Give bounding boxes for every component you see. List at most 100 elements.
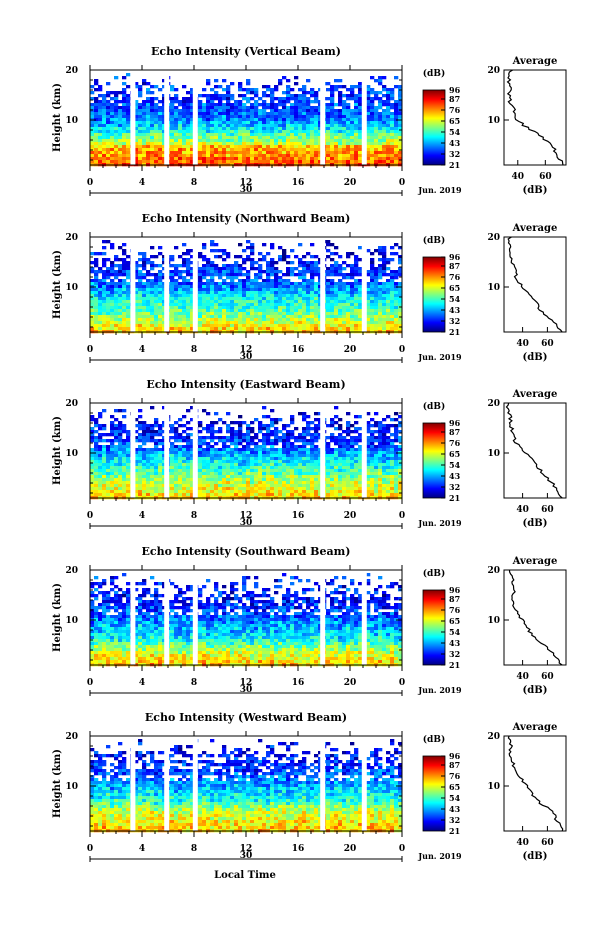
- heatmap-cell: [178, 303, 183, 307]
- heatmap-cell: [214, 285, 219, 289]
- heatmap-cell: [226, 151, 231, 155]
- heatmap-cell: [266, 133, 271, 137]
- heatmap-cell: [162, 312, 167, 316]
- heatmap-cell: [154, 448, 159, 452]
- heatmap-cell: [150, 85, 155, 89]
- heatmap-cell: [114, 127, 119, 131]
- heatmap-cell: [178, 270, 183, 274]
- heatmap-cell: [386, 103, 391, 107]
- heatmap-cell: [278, 148, 283, 152]
- heatmap-cell: [226, 294, 231, 298]
- heatmap-cell: [190, 124, 195, 128]
- heatmap-cell: [134, 448, 139, 452]
- heatmap-cell: [254, 306, 259, 310]
- heatmap-cell: [142, 100, 147, 104]
- heatmap-cell: [230, 300, 235, 304]
- heatmap-cell: [374, 273, 379, 277]
- heatmap-cell: [150, 475, 155, 479]
- heatmap-cell: [98, 324, 103, 328]
- heatmap-cell: [178, 288, 183, 292]
- heatmap-cell: [242, 258, 247, 262]
- heatmap-cell: [118, 303, 123, 307]
- heatmap-cell: [234, 145, 239, 149]
- heatmap-cell: [398, 154, 403, 158]
- heatmap-cell: [122, 475, 127, 479]
- heatmap-cell: [366, 327, 371, 331]
- heatmap-cell: [102, 154, 107, 158]
- heatmap-cell: [214, 430, 219, 434]
- heatmap-cell: [286, 142, 291, 146]
- heatmap-cell: [190, 127, 195, 131]
- heatmap-cell: [238, 469, 243, 473]
- heatmap-cell: [246, 106, 251, 110]
- heatmap-cell: [234, 297, 239, 301]
- heatmap-cell: [106, 109, 111, 113]
- heatmap-cell: [198, 288, 203, 292]
- heatmap-cell: [314, 121, 319, 125]
- heatmap-cell: [330, 109, 335, 113]
- data-gap: [164, 70, 170, 165]
- heatmap-cell: [218, 427, 223, 431]
- heatmap-cell: [270, 279, 275, 283]
- heatmap-cell: [186, 100, 191, 104]
- heatmap-cell: [338, 306, 343, 310]
- heatmap-cell: [122, 300, 127, 304]
- heatmap-cell: [94, 306, 99, 310]
- heatmap-cell: [178, 294, 183, 298]
- heatmap-cell: [150, 115, 155, 119]
- x-tick-label: 12: [240, 178, 253, 188]
- heatmap-cell: [314, 261, 319, 265]
- heatmap-cell: [346, 321, 351, 325]
- heatmap-cell: [90, 463, 95, 467]
- heatmap-cell: [214, 136, 219, 140]
- heatmap-cell: [138, 451, 143, 455]
- heatmap-cell: [134, 475, 139, 479]
- heatmap-cell: [190, 300, 195, 304]
- heatmap-cell: [146, 469, 151, 473]
- heatmap-cell: [266, 303, 271, 307]
- heatmap-cell: [286, 306, 291, 310]
- heatmap-cell: [242, 97, 247, 101]
- heatmap-cell: [198, 430, 203, 434]
- heatmap-cell: [214, 124, 219, 128]
- heatmap-cell: [106, 139, 111, 143]
- heatmap-cell: [202, 109, 207, 113]
- heatmap-cell: [214, 148, 219, 152]
- heatmap-cell: [374, 91, 379, 95]
- heatmap-cell: [226, 270, 231, 274]
- heatmap-cell: [398, 288, 403, 292]
- y-tick-label: 20: [65, 233, 78, 243]
- heatmap-cell: [354, 106, 359, 110]
- heatmap-cell: [298, 139, 303, 143]
- heatmap-cell: [234, 315, 239, 319]
- heatmap-cell: [218, 157, 223, 161]
- heatmap-cell: [278, 255, 283, 259]
- heatmap-cell: [222, 139, 227, 143]
- heatmap-cell: [206, 109, 211, 113]
- heatmap-cell: [390, 160, 395, 164]
- heatmap-cell: [390, 282, 395, 286]
- heatmap-cell: [206, 94, 211, 98]
- heatmap-cell: [126, 115, 131, 119]
- heatmap-cell: [294, 139, 299, 143]
- heatmap-cell: [298, 258, 303, 262]
- heatmap-cell: [94, 121, 99, 125]
- heatmap-cell: [238, 324, 243, 328]
- heatmap-cell: [234, 327, 239, 331]
- heatmap-cell: [314, 118, 319, 122]
- heatmap-cell: [138, 321, 143, 325]
- heatmap-cell: [186, 267, 191, 271]
- heatmap-cell: [342, 151, 347, 155]
- heatmap-cell: [182, 324, 187, 328]
- heatmap-cell: [302, 327, 307, 331]
- heatmap-cell: [266, 127, 271, 131]
- heatmap-cell: [162, 327, 167, 331]
- heatmap-cell: [142, 133, 147, 137]
- heatmap-cell: [150, 142, 155, 146]
- heatmap-cell: [358, 318, 363, 322]
- heatmap-cell: [210, 261, 215, 265]
- heatmap-cell: [206, 288, 211, 292]
- heatmap-cell: [334, 312, 339, 316]
- heatmap-cell: [126, 472, 131, 476]
- heatmap-cell: [270, 258, 275, 262]
